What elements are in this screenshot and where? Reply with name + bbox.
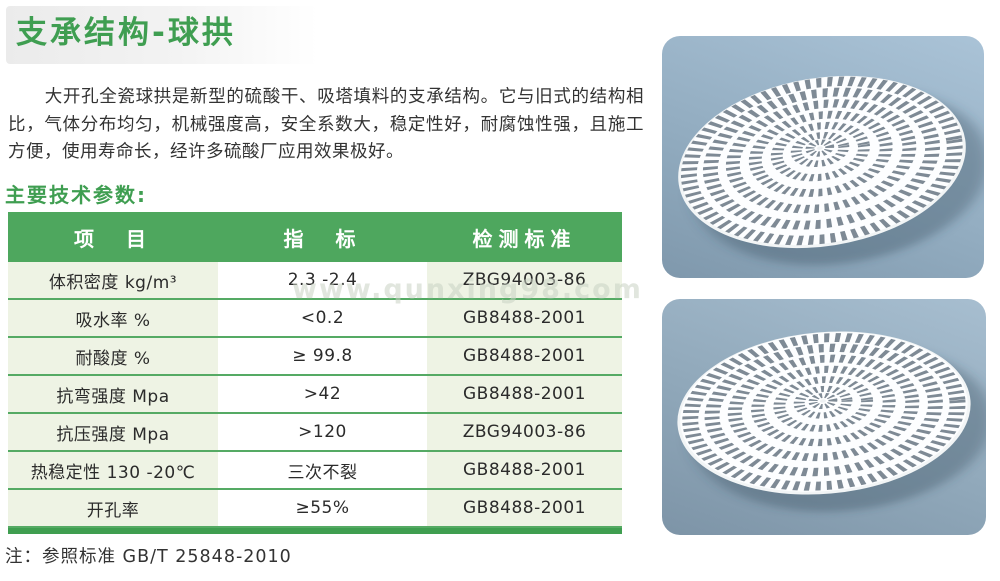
column-header-value: 指 标	[283, 226, 362, 251]
column-header-standard: 检测标准	[472, 226, 577, 251]
cell-standard: GB8488-2001	[427, 300, 622, 336]
ball-arch-dome-graphic	[677, 331, 986, 512]
cell-value: 2.3 -2.4	[221, 262, 424, 298]
cell-item: 吸水率 %	[8, 300, 218, 336]
cell-standard: GB8488-2001	[427, 338, 622, 374]
ball-arch-photo-top	[662, 36, 984, 278]
spec-table: 项 目 指 标 检测标准 体积密度 kg/m³ 2.3 -2.4 ZBG9400…	[8, 212, 622, 534]
table-header-row: 项 目 指 标 检测标准	[8, 212, 622, 262]
cell-item: 体积密度 kg/m³	[8, 262, 218, 298]
cell-item: 开孔率	[8, 490, 218, 526]
cell-item: 耐酸度 %	[8, 338, 218, 374]
cell-value: <0.2	[221, 300, 424, 336]
cell-value: ≥ 99.8	[221, 338, 424, 374]
cell-standard: GB8488-2001	[427, 376, 622, 412]
ball-arch-photo-bottom	[662, 299, 986, 535]
intro-paragraph: 大开孔全瓷球拱是新型的硫酸干、吸塔填料的支承结构。它与旧式的结构相比，气体分布均…	[8, 87, 644, 162]
table-row: 抗压强度 Mpa >120 ZBG94003-86	[8, 414, 622, 452]
table-row: 热稳定性 130 -20℃ 三次不裂 GB8488-2001	[8, 452, 622, 490]
table-row: 耐酸度 % ≥ 99.8 GB8488-2001	[8, 338, 622, 376]
section-heading: 主要技术参数:	[5, 183, 147, 207]
note-text: 注：参照标准 GB/T 25848-2010	[5, 547, 292, 567]
table-row: 体积密度 kg/m³ 2.3 -2.4 ZBG94003-86	[8, 262, 622, 300]
table-row: 抗弯强度 Mpa >42 GB8488-2001	[8, 376, 622, 414]
cell-value: >120	[221, 414, 424, 450]
column-header-item: 项 目	[74, 226, 152, 251]
table-row: 吸水率 % <0.2 GB8488-2001	[8, 300, 622, 338]
cell-value: 三次不裂	[221, 452, 424, 488]
cell-standard: ZBG94003-86	[427, 262, 622, 298]
cell-item: 抗压强度 Mpa	[8, 414, 218, 450]
cell-item: 抗弯强度 Mpa	[8, 376, 218, 412]
ball-arch-dome-graphic	[678, 75, 984, 266]
cell-item: 热稳定性 130 -20℃	[8, 452, 218, 488]
cell-standard: ZBG94003-86	[427, 414, 622, 450]
page-title: 支承结构-球拱	[16, 15, 236, 51]
cell-standard: GB8488-2001	[427, 452, 622, 488]
cell-value: ≥55%	[221, 490, 424, 526]
table-row: 开孔率 ≥55% GB8488-2001	[8, 490, 622, 528]
table-bottom-bar	[8, 528, 622, 534]
cell-value: >42	[221, 376, 424, 412]
title-banner: 支承结构-球拱	[6, 6, 318, 64]
cell-standard: GB8488-2001	[427, 490, 622, 526]
